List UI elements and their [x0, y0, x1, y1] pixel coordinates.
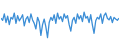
chart [0, 0, 120, 45]
plot-area [1, 12, 119, 37]
line [1, 12, 119, 37]
